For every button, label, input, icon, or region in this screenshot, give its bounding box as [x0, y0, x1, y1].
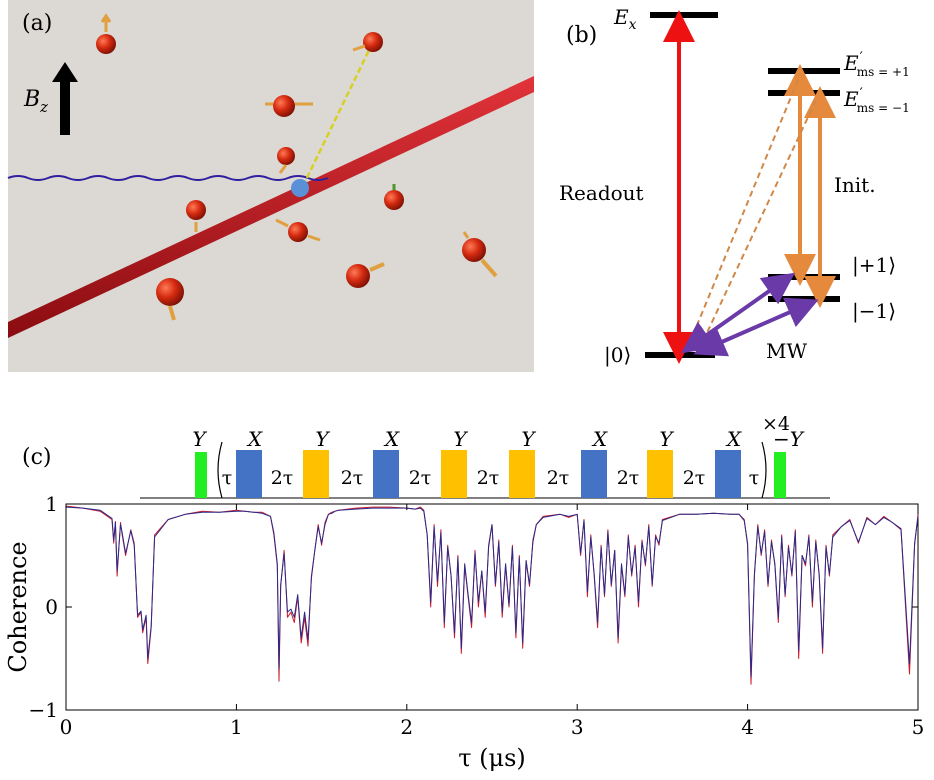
pulse-label: X	[383, 427, 400, 451]
pulse-label: X	[725, 427, 742, 451]
panel-b-label: (b)	[566, 23, 597, 48]
spacer-label: 2τ	[477, 467, 500, 489]
wire	[8, 76, 534, 338]
ket-0: |0⟩	[604, 343, 631, 368]
bracket-right	[761, 441, 767, 499]
pulse-block	[647, 450, 673, 498]
ex-label: Ex	[613, 5, 637, 33]
panel-c: (c) Y X Y X Y Y X Y X −Y τ 2τ 2τ 2τ 2τ 2τ 2τ 2τ τ ×4 0 1 2 3 4 5…	[4, 413, 924, 772]
panel-a: (a) Bz	[7, 0, 534, 372]
x-tick-label: 4	[741, 715, 754, 739]
spin	[156, 278, 184, 321]
spin	[265, 95, 313, 117]
pulse-label: Y	[453, 427, 468, 451]
x-axis-label: τ (μs)	[458, 744, 526, 772]
panel-a-label: (a)	[22, 11, 52, 36]
ket-m1: |−1⟩	[852, 299, 896, 324]
x-tick-label: 3	[571, 715, 584, 739]
y-tick-label: 0	[45, 595, 58, 619]
y-tick-label: −1	[29, 698, 58, 722]
y-axis-label: Coherence	[4, 541, 32, 672]
spin	[277, 147, 295, 174]
repeat-label: ×4	[762, 413, 790, 435]
x-tick-label: 2	[400, 715, 413, 739]
level-ex	[650, 12, 718, 18]
level-p1	[768, 274, 840, 280]
spin	[96, 13, 116, 54]
spacer-label: 2τ	[409, 467, 432, 489]
em1-label: E′ ms = −1	[843, 86, 910, 115]
spacer-label: 2τ	[547, 467, 570, 489]
pulse-label: Y	[521, 427, 536, 451]
pulse-block	[236, 450, 262, 498]
mw-arrow-2	[693, 297, 819, 357]
blue-link	[7, 175, 329, 181]
spacer-label: τ	[222, 467, 233, 489]
pulse-sequence: Y X Y X Y Y X Y X −Y τ 2τ 2τ 2τ 2τ 2τ 2τ 2τ τ ×4	[140, 413, 830, 499]
ep1-label: E′ ms = +1	[843, 50, 910, 79]
pulse-label: −Y	[773, 427, 805, 451]
spacer-label: 2τ	[341, 467, 364, 489]
spacer-label: 2τ	[617, 467, 640, 489]
pulse-block	[441, 450, 467, 498]
pulse-block	[715, 450, 741, 498]
pulse-label: X	[246, 427, 263, 451]
panel-c-label: (c)	[22, 445, 52, 470]
spacer-label: 2τ	[271, 467, 294, 489]
spin	[275, 218, 321, 242]
plot-frame	[65, 503, 919, 711]
field-arrow-icon	[52, 62, 78, 135]
field-label: Bz	[23, 87, 48, 116]
level-0	[645, 352, 715, 358]
pulse-block	[581, 450, 607, 498]
pulse-label: Y	[192, 427, 207, 451]
spin	[352, 32, 383, 52]
level-ep1	[768, 68, 840, 74]
spin	[462, 231, 498, 278]
x-tick-label: 1	[230, 715, 243, 739]
readout-label: Readout	[559, 181, 644, 205]
spacer-label: τ	[749, 467, 760, 489]
pulse-label: Y	[659, 427, 674, 451]
spin	[346, 262, 385, 288]
pulse-label: Y	[315, 427, 330, 451]
panel-a-background	[8, 0, 534, 372]
pulse-block	[195, 452, 207, 498]
ket-p1: |+1⟩	[852, 253, 896, 278]
center-spin	[291, 179, 309, 197]
pulse-block	[509, 450, 535, 498]
coherence-line	[65, 506, 919, 678]
init-label: Init.	[834, 173, 876, 197]
bracket-left	[217, 441, 223, 499]
level-em1	[768, 90, 840, 96]
x-tick-label: 5	[912, 715, 925, 739]
coherence-plot: 0 1 2 3 4 510−1τ (μs)Coherence	[4, 492, 924, 772]
y-tick-label: 1	[45, 492, 58, 516]
spin	[384, 184, 404, 210]
mw-label: MW	[766, 339, 807, 363]
pulse-label: X	[591, 427, 608, 451]
level-m1	[768, 296, 840, 302]
x-tick-label: 0	[60, 715, 73, 739]
pulse-block	[373, 450, 399, 498]
pulse-block	[774, 452, 786, 498]
pulse-block	[303, 450, 329, 498]
panel-b: (b) Ex E′ ms = +1 E′ ms = −1 |+1⟩ |−1⟩ |0⟩…	[559, 5, 910, 368]
spin	[186, 200, 206, 232]
yellow-link	[301, 43, 374, 187]
spacer-label: 2τ	[683, 467, 706, 489]
